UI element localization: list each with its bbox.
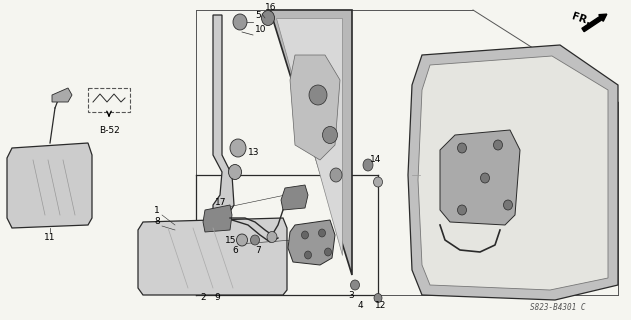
Text: 12: 12 <box>375 301 386 310</box>
Ellipse shape <box>237 234 247 246</box>
Ellipse shape <box>504 200 512 210</box>
Text: FR.: FR. <box>570 12 591 27</box>
Ellipse shape <box>374 177 382 187</box>
Polygon shape <box>7 143 92 228</box>
Text: 13: 13 <box>248 148 259 157</box>
Ellipse shape <box>324 248 331 256</box>
Text: 15: 15 <box>225 236 237 245</box>
Text: 11: 11 <box>44 233 56 242</box>
Text: 6: 6 <box>232 246 238 255</box>
Text: 14: 14 <box>370 155 381 164</box>
Text: 1: 1 <box>154 206 160 215</box>
Ellipse shape <box>493 140 502 150</box>
Polygon shape <box>290 55 340 160</box>
Ellipse shape <box>251 235 259 245</box>
Ellipse shape <box>330 168 342 182</box>
Ellipse shape <box>305 251 312 259</box>
Text: 10: 10 <box>255 25 266 34</box>
Ellipse shape <box>230 139 246 157</box>
Ellipse shape <box>350 280 360 290</box>
Ellipse shape <box>457 205 466 215</box>
Text: 4: 4 <box>358 301 363 310</box>
Polygon shape <box>288 220 335 265</box>
Ellipse shape <box>233 14 247 30</box>
Polygon shape <box>276 18 342 255</box>
Text: 5: 5 <box>255 11 261 20</box>
Text: 8: 8 <box>154 217 160 226</box>
Text: 17: 17 <box>215 198 227 207</box>
Text: 2: 2 <box>200 293 206 302</box>
Text: 9: 9 <box>214 293 220 302</box>
Polygon shape <box>52 88 72 102</box>
Polygon shape <box>418 56 608 290</box>
Ellipse shape <box>457 143 466 153</box>
Ellipse shape <box>261 11 274 26</box>
Ellipse shape <box>309 85 327 105</box>
Ellipse shape <box>319 229 326 237</box>
Polygon shape <box>408 45 618 300</box>
Ellipse shape <box>480 173 490 183</box>
Polygon shape <box>213 15 234 218</box>
Bar <box>88 88 130 112</box>
Ellipse shape <box>267 231 277 243</box>
Polygon shape <box>281 185 308 210</box>
Ellipse shape <box>322 126 338 143</box>
Polygon shape <box>270 10 352 275</box>
Text: 7: 7 <box>255 246 261 255</box>
Ellipse shape <box>228 164 242 180</box>
Polygon shape <box>203 205 232 232</box>
Ellipse shape <box>302 231 309 239</box>
Text: S823-B4301 C: S823-B4301 C <box>530 303 586 312</box>
Text: B-52: B-52 <box>98 126 119 135</box>
Text: 16: 16 <box>265 3 276 12</box>
Ellipse shape <box>363 159 373 171</box>
Polygon shape <box>138 218 287 295</box>
Text: 3: 3 <box>348 291 354 300</box>
FancyArrow shape <box>582 14 607 32</box>
Polygon shape <box>440 130 520 225</box>
Ellipse shape <box>374 293 382 302</box>
